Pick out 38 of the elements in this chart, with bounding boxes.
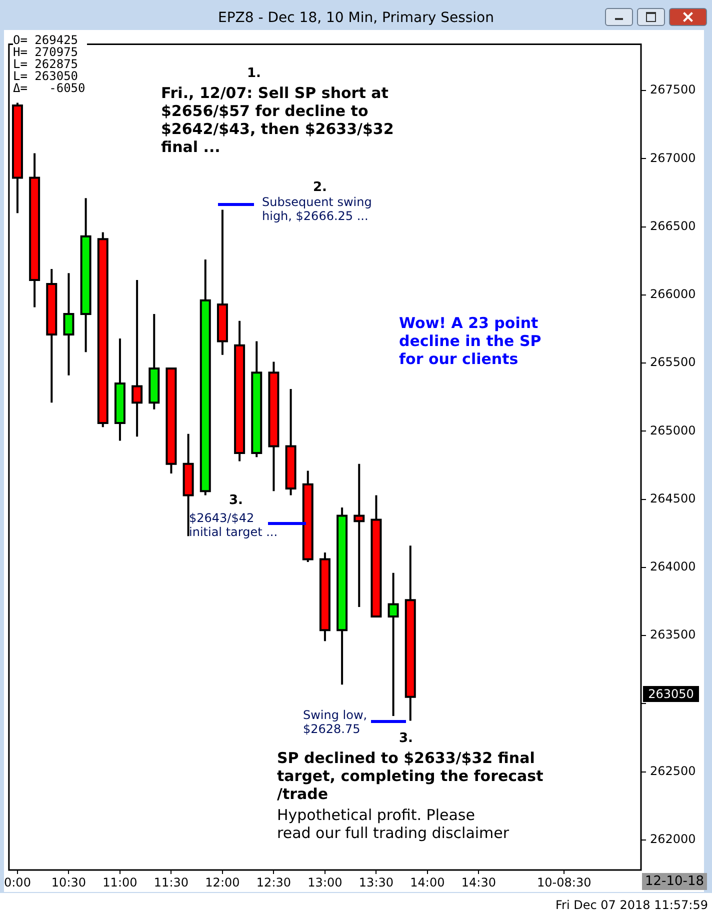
y-tick-label: 267000 bbox=[650, 150, 696, 165]
x-tick-label: 0:00 bbox=[4, 875, 31, 890]
y-tick-label: 262000 bbox=[650, 832, 696, 846]
annotation: Hypothetical profit. Please read our full trading disclaimer bbox=[277, 806, 510, 842]
annotation: Swing low, $2628.75 bbox=[303, 708, 368, 736]
x-tick-label: 11:30 bbox=[154, 875, 189, 890]
x-tick-label: 11:00 bbox=[102, 875, 138, 890]
x-tick-label: 13:00 bbox=[308, 875, 342, 890]
annotation: $2643/$42 initial target ... bbox=[189, 511, 279, 539]
text: 263050 bbox=[643, 686, 699, 702]
x-tick-label: 12:00 bbox=[205, 875, 240, 890]
y-tick-label: 265500 bbox=[650, 355, 696, 370]
y-tick-label: 264000 bbox=[650, 560, 696, 574]
y-tick-label: 266500 bbox=[650, 218, 696, 233]
y-tick-label: 262500 bbox=[650, 764, 696, 778]
chart-title: EPZ8 - Dec 18, 10 Min, Primary Session bbox=[217, 9, 495, 28]
y-tick-label: 264500 bbox=[650, 491, 696, 506]
x-tick-label: 12:30 bbox=[256, 875, 292, 890]
x-tick-label: 10:30 bbox=[51, 875, 86, 890]
annotation: Fri., 12/07: Sell SP short at $2656/$57 for decline to $2642/$43, then $2633/$32 final ... bbox=[161, 84, 395, 156]
annotation: 1. bbox=[247, 66, 261, 81]
x-tick-label: 14:00 bbox=[410, 875, 445, 890]
annotation: O= 269425 H= 270975 L= 262875 L= 263050 Δ= -6050 bbox=[13, 33, 88, 95]
y-tick-label: 267500 bbox=[650, 82, 696, 97]
annotation: 2. bbox=[313, 180, 327, 195]
text: 12-10-18 bbox=[642, 873, 708, 890]
y-tick-label: 266000 bbox=[650, 287, 696, 302]
annotation: Subsequent swing high, $2666.25 ... bbox=[262, 195, 373, 223]
annotation: SP declined to $2633/$32 final target, completing the forecast /trade bbox=[277, 749, 544, 803]
text: Fri Dec 07 2018 11:57:59 bbox=[556, 898, 708, 912]
x-tick-label: 14:30 bbox=[461, 875, 496, 890]
x-tick-label: 10-08:30 bbox=[537, 875, 592, 890]
x-tick-label: 13:30 bbox=[358, 875, 394, 890]
y-tick-label: 263500 bbox=[650, 628, 696, 642]
annotation: 3. bbox=[229, 493, 243, 508]
annotation: 3. bbox=[399, 731, 413, 746]
y-tick-label: 265000 bbox=[650, 423, 696, 438]
annotation: Wow! A 23 point decline in the SP for our clients bbox=[399, 314, 542, 368]
